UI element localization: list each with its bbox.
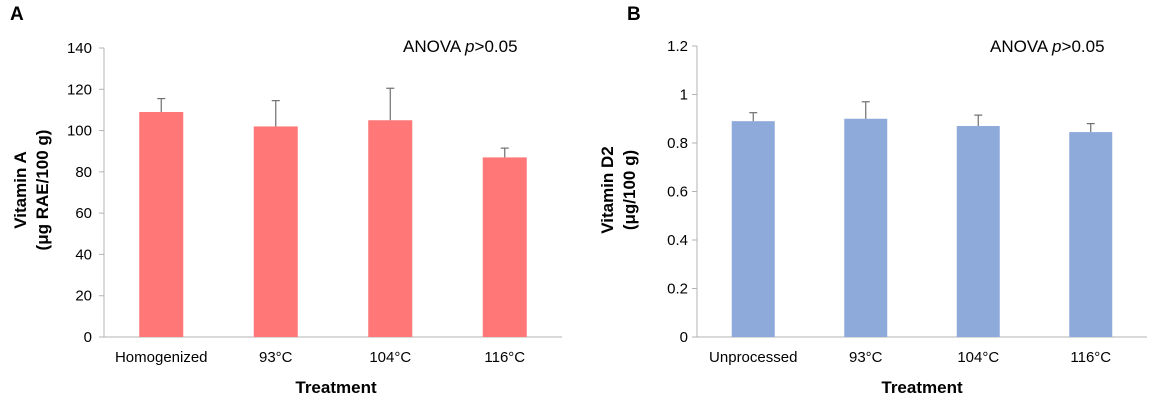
panel-a-bar xyxy=(253,126,298,337)
panel-b-bar xyxy=(844,118,888,337)
panel-b: B ANOVA p>0.05 Vitamin D2 (μg/100 g) Tre… xyxy=(598,4,1147,397)
panel-a-y-tick-label: 20 xyxy=(75,288,92,305)
panel-a-plot-area: 0 20 40 60 80 100 120 140 Homogenized 93°C 104°C 11… xyxy=(67,40,562,366)
panel-b-ylabel-line1: Vitamin D2 xyxy=(598,146,617,234)
panel-b-plot-area: 0 0.2 0.4 0.6 0.8 1 1.2 Unprocessed 93°C 104°C 116… xyxy=(667,38,1147,366)
panel-a-y-tick-label: 0 xyxy=(84,329,92,346)
panel-a-bar xyxy=(368,120,413,337)
panel-a-category-label: 116°C xyxy=(484,349,525,366)
panel-b-anova-annotation: ANOVA p>0.05 xyxy=(990,37,1105,56)
panel-b-y-tick-label: 0.6 xyxy=(667,184,688,201)
panel-a-y-tick-label: 80 xyxy=(75,164,92,181)
panel-a-category-label: Homogenized xyxy=(115,349,208,366)
panel-b-category-label: 93°C xyxy=(849,349,883,366)
panel-b-category-label: 116°C xyxy=(1070,349,1111,366)
panel-b-category-label: Unprocessed xyxy=(709,349,797,366)
panel-b-bar xyxy=(956,126,1000,338)
panel-a-category-label: 93°C xyxy=(259,349,293,366)
panel-a-y-tick-label: 60 xyxy=(75,205,92,222)
panel-b-y-tick-label: 0.4 xyxy=(667,232,688,249)
panel-a-xlabel: Treatment xyxy=(295,378,377,397)
panel-b-y-tick-label: 0.2 xyxy=(667,281,688,298)
panel-a-y-tick-label: 120 xyxy=(67,81,92,98)
panel-a-y-tick-label: 140 xyxy=(67,40,92,57)
panel-a-label: A xyxy=(10,4,24,25)
panel-b-label: B xyxy=(627,4,641,25)
panel-b-category-label: 104°C xyxy=(957,349,999,366)
panel-b-y-tick-label: 0 xyxy=(680,329,688,346)
panel-a-y-tick-label: 100 xyxy=(67,123,92,140)
panel-b-y-tick-label: 1.2 xyxy=(667,38,688,55)
panel-a: A ANOVA p>0.05 Vitamin A (μg RAE/100 g) … xyxy=(10,4,562,397)
panel-b-xlabel: Treatment xyxy=(881,378,963,397)
panel-a-bar xyxy=(482,157,527,337)
panel-a-y-tick-label: 40 xyxy=(75,246,92,263)
panel-a-anova-annotation: ANOVA p>0.05 xyxy=(403,37,518,56)
panel-b-y-tick-label: 1 xyxy=(680,87,688,104)
panel-a-category-label: 104°C xyxy=(369,349,411,366)
panel-a-bar xyxy=(139,111,184,337)
panel-a-ylabel-line1: Vitamin A xyxy=(11,151,30,228)
panel-b-bar xyxy=(731,121,775,337)
panel-b-y-tick-label: 0.8 xyxy=(667,135,688,152)
panel-b-ylabel-line2: (μg/100 g) xyxy=(620,150,639,230)
panel-b-bar xyxy=(1069,132,1113,337)
panel-a-ylabel-line2: (μg RAE/100 g) xyxy=(33,130,52,251)
